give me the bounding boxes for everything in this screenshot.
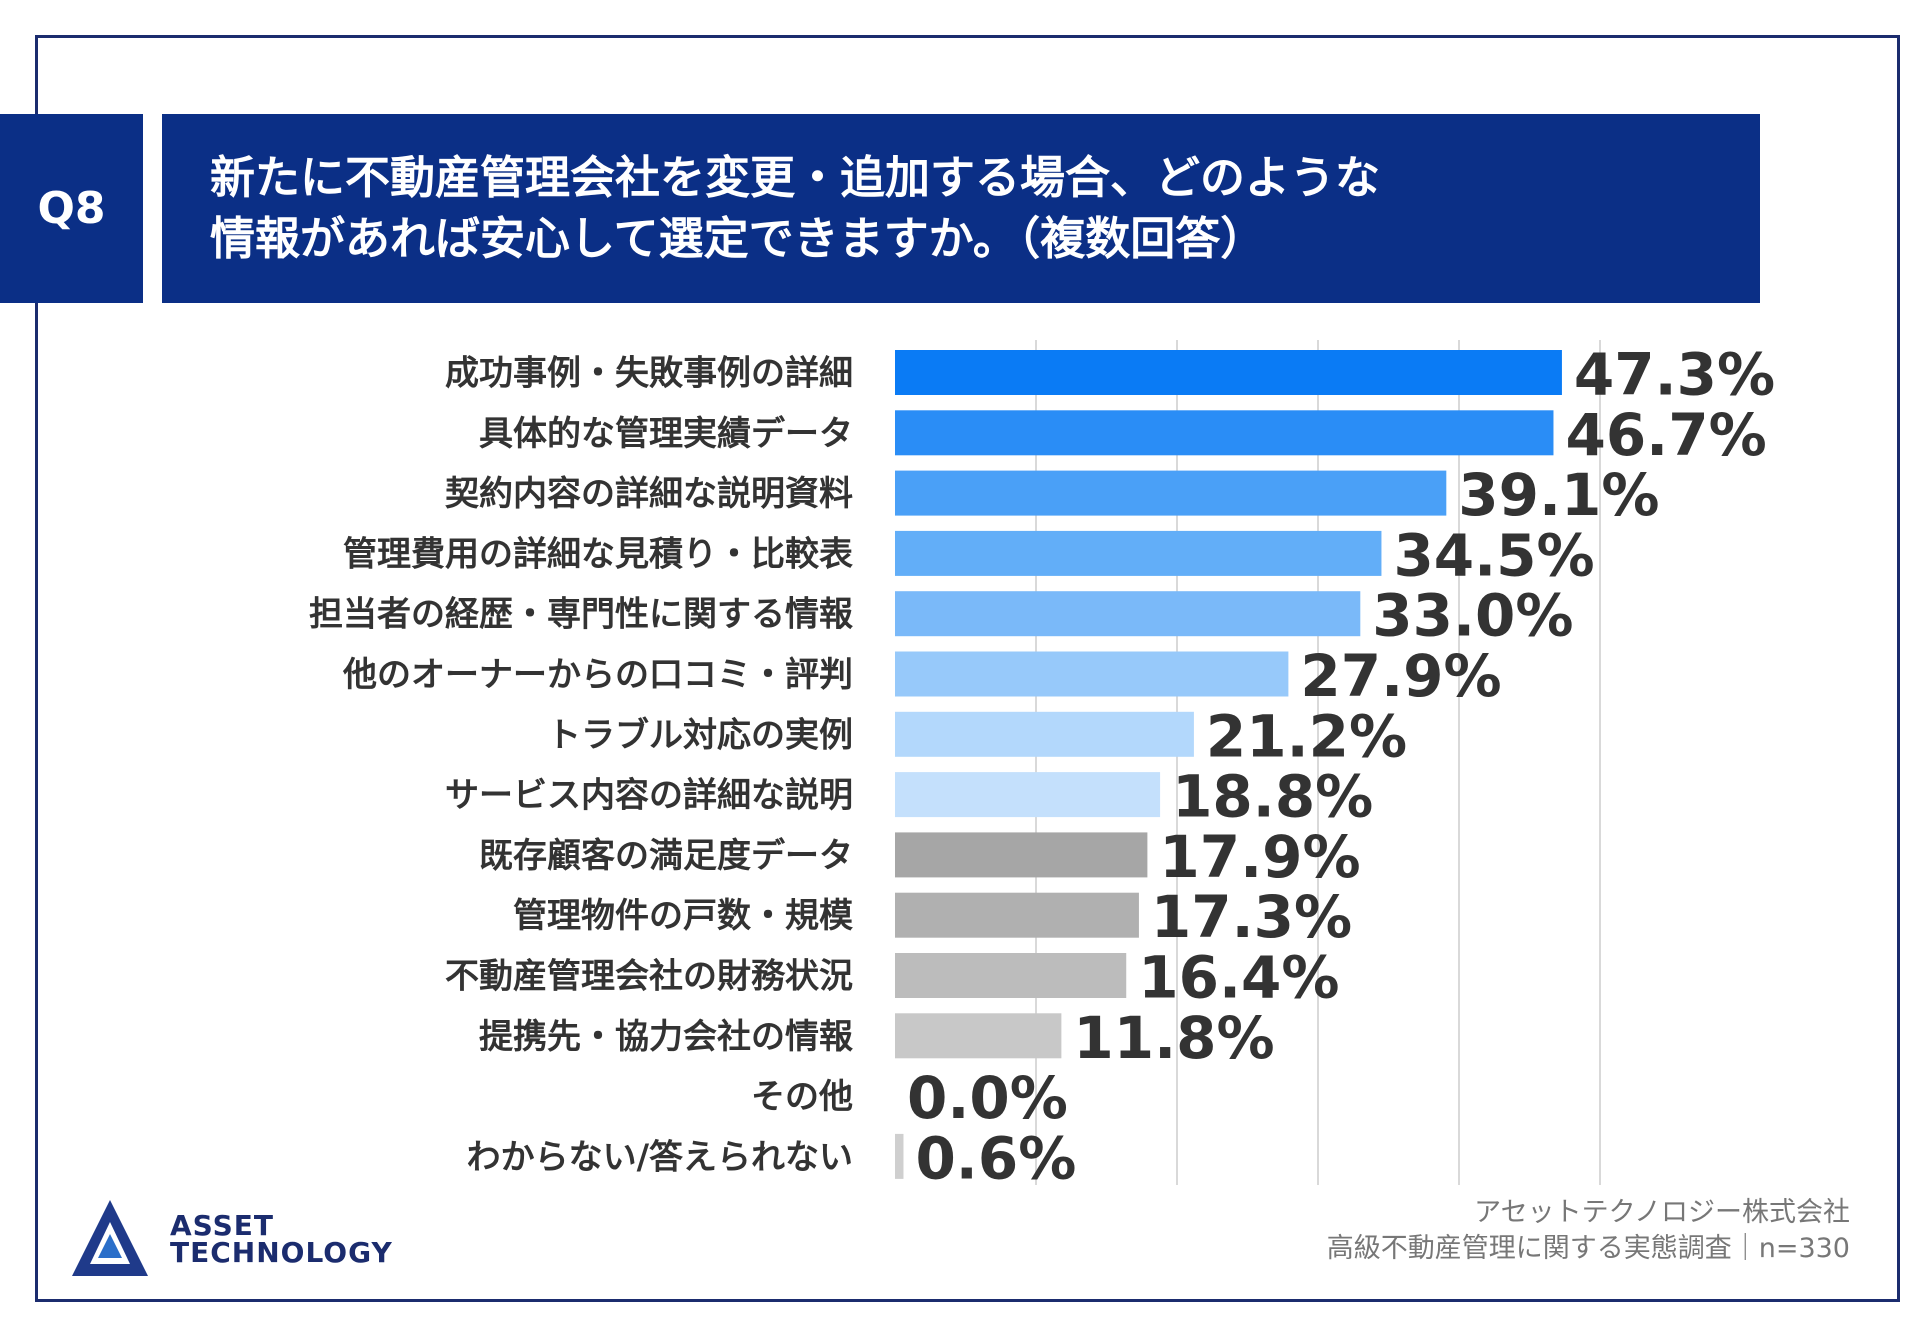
bar bbox=[895, 711, 1194, 757]
value-label: 17.9% bbox=[1159, 823, 1360, 891]
value-label: 47.3% bbox=[1574, 341, 1775, 409]
value-label: 33.0% bbox=[1372, 582, 1573, 650]
category-label: 管理物件の戸数・規模 bbox=[513, 896, 853, 936]
logo-line2: TECHNOLOGY bbox=[170, 1236, 393, 1269]
value-label: 17.3% bbox=[1151, 883, 1352, 951]
question-title-banner: 新たに不動産管理会社を変更・追加する場合、どのような 情報があれば安心して選定で… bbox=[162, 114, 1760, 303]
outer-frame bbox=[35, 35, 1900, 1302]
question-number: Q8 bbox=[37, 183, 106, 234]
category-label: 成功事例・失敗事例の詳細 bbox=[445, 354, 853, 394]
value-label: 18.8% bbox=[1172, 763, 1373, 831]
bar bbox=[895, 953, 1127, 998]
category-label: その他 bbox=[751, 1077, 853, 1117]
category-label: サービス内容の詳細な説明 bbox=[445, 776, 853, 816]
category-label: 具体的な管理実績データ bbox=[479, 414, 853, 454]
bar bbox=[895, 470, 1447, 516]
bar bbox=[895, 651, 1289, 697]
value-label: 0.0% bbox=[907, 1064, 1068, 1132]
value-label: 27.9% bbox=[1300, 642, 1501, 710]
category-label: わからない/答えられない bbox=[467, 1137, 853, 1177]
source-survey: 高級不動産管理に関する実態調査｜n=330 bbox=[1326, 1233, 1850, 1264]
bar bbox=[895, 892, 1139, 938]
value-label: 21.2% bbox=[1206, 702, 1407, 770]
logo-line1: ASSET bbox=[170, 1209, 274, 1242]
category-label: トラブル対応の実例 bbox=[547, 715, 853, 755]
bar bbox=[895, 350, 1562, 395]
bar bbox=[895, 832, 1148, 878]
category-label: 既存顧客の満足度データ bbox=[479, 836, 853, 876]
category-label: 提携先・協力会社の情報 bbox=[479, 1017, 853, 1057]
bar bbox=[895, 1133, 904, 1179]
value-label: 39.1% bbox=[1458, 461, 1659, 529]
category-label: 他のオーナーからの口コミ・評判 bbox=[342, 655, 853, 695]
bar bbox=[895, 530, 1382, 576]
source-note: アセットテクノロジー株式会社 高級不動産管理に関する実態調査｜n=330 bbox=[1327, 1195, 1850, 1267]
source-company: アセットテクノロジー株式会社 bbox=[1474, 1197, 1850, 1228]
question-title-line2: 情報があれば安心して選定できますか。（複数回答） bbox=[210, 212, 1266, 265]
question-number-badge: Q8 bbox=[0, 114, 143, 303]
bar bbox=[895, 591, 1361, 637]
value-label: 46.7% bbox=[1565, 401, 1766, 469]
value-label: 11.8% bbox=[1073, 1004, 1274, 1072]
value-label: 16.4% bbox=[1138, 944, 1339, 1012]
company-logo bbox=[72, 1200, 148, 1276]
value-label: 34.5% bbox=[1393, 521, 1594, 589]
question-title-line1: 新たに不動産管理会社を変更・追加する場合、どのような bbox=[210, 151, 1381, 204]
value-label: 0.6% bbox=[915, 1124, 1076, 1192]
category-label: 担当者の経歴・専門性に関する情報 bbox=[309, 595, 853, 635]
bar bbox=[895, 410, 1554, 456]
bar bbox=[895, 1013, 1062, 1059]
category-label: 不動産管理会社の財務状況 bbox=[445, 957, 853, 997]
bar bbox=[895, 772, 1161, 818]
logo-wordmark: ASSET TECHNOLOGY bbox=[170, 1209, 393, 1269]
category-label: 契約内容の詳細な説明資料 bbox=[445, 474, 853, 514]
category-label: 管理費用の詳細な見積り・比較表 bbox=[343, 534, 853, 574]
